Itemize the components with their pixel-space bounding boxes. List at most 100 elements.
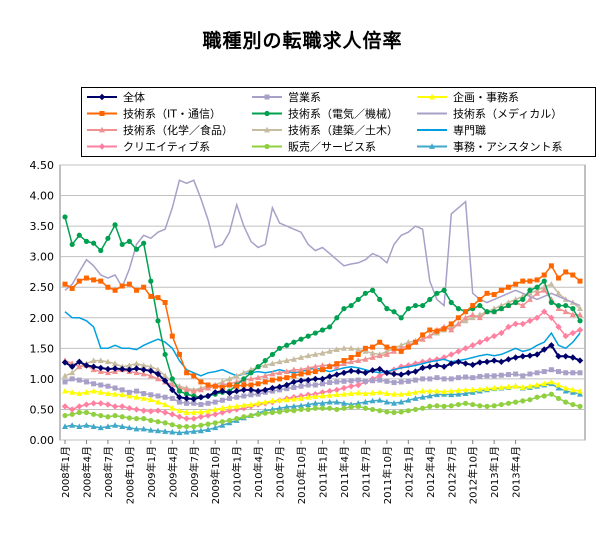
data-point: [420, 376, 426, 382]
data-point: [484, 385, 491, 392]
data-point: [462, 314, 469, 321]
data-point: [355, 346, 362, 352]
legend-swatch-marker: [429, 93, 435, 100]
data-point: [405, 408, 411, 414]
data-point: [505, 284, 511, 290]
data-point: [477, 403, 483, 409]
data-point: [191, 400, 197, 406]
data-point: [548, 280, 555, 287]
data-point: [212, 399, 218, 405]
data-point: [312, 330, 318, 336]
data-point: [319, 362, 326, 368]
data-point: [161, 409, 169, 416]
data-point: [419, 387, 426, 394]
data-point: [276, 369, 283, 376]
data-point: [141, 416, 147, 422]
data-point: [255, 411, 261, 417]
data-point: [490, 332, 498, 340]
data-point: [69, 422, 76, 428]
data-point: [262, 398, 269, 405]
data-point: [68, 363, 76, 370]
data-point: [262, 372, 269, 379]
data-point: [255, 364, 261, 370]
data-point: [455, 401, 462, 408]
data-point: [133, 360, 140, 367]
data-point: [555, 381, 562, 388]
data-point: [548, 391, 554, 397]
data-point: [111, 403, 119, 410]
data-point: [419, 335, 426, 342]
data-point: [155, 295, 161, 301]
data-point: [412, 395, 419, 401]
data-point: [577, 318, 583, 324]
data-point: [463, 374, 469, 380]
data-point: [105, 235, 111, 241]
data-point: [254, 387, 262, 395]
data-point: [248, 370, 254, 376]
data-point: [219, 397, 225, 403]
data-point: [541, 287, 548, 293]
legend-item: 技術系（電気／機械）: [252, 107, 398, 121]
data-point: [391, 309, 397, 315]
y-tick-label: 1.00: [30, 373, 55, 386]
legend-swatch-marker: [264, 94, 270, 100]
data-point: [434, 290, 440, 296]
data-point: [377, 296, 383, 303]
data-point: [83, 401, 90, 408]
data-point: [147, 408, 155, 415]
data-point: [526, 317, 534, 325]
data-point: [162, 372, 169, 379]
data-point: [498, 401, 504, 408]
data-point: [148, 417, 154, 424]
data-point: [520, 398, 526, 404]
data-point: [340, 360, 347, 367]
data-point: [234, 394, 240, 400]
data-point: [291, 339, 297, 345]
data-point: [262, 379, 268, 385]
data-point: [134, 287, 140, 293]
data-point: [383, 348, 390, 354]
data-point: [563, 399, 569, 405]
data-point: [534, 290, 541, 296]
data-point: [184, 400, 190, 406]
data-point: [112, 390, 119, 397]
data-point: [448, 391, 455, 398]
data-point: [484, 290, 490, 296]
data-point: [327, 324, 333, 330]
data-point: [98, 247, 104, 254]
data-point: [570, 306, 576, 312]
data-point: [548, 342, 555, 349]
data-point: [340, 345, 347, 351]
data-point: [397, 371, 405, 378]
data-point: [533, 351, 541, 358]
data-point: [520, 296, 526, 303]
data-point: [248, 392, 254, 398]
data-point: [455, 315, 461, 321]
data-point: [383, 351, 390, 357]
data-point: [455, 306, 462, 312]
data-point: [319, 400, 326, 406]
data-point: [569, 354, 577, 361]
x-tick-label: 2012年1月: [402, 446, 415, 498]
data-point: [133, 369, 140, 376]
data-point: [76, 377, 82, 383]
data-point: [469, 311, 476, 318]
data-point: [62, 379, 68, 385]
data-point: [577, 403, 583, 409]
data-point: [448, 360, 455, 367]
data-point: [276, 358, 283, 365]
series-3: [62, 263, 583, 390]
data-point: [448, 387, 455, 394]
data-point: [255, 400, 262, 406]
data-point: [491, 384, 498, 391]
data-point: [527, 397, 533, 403]
data-point: [562, 387, 569, 394]
series-4: [62, 214, 583, 400]
data-point: [484, 373, 490, 379]
data-point: [291, 408, 297, 414]
data-point: [369, 406, 376, 413]
legend-item: 企画・事務系: [417, 90, 519, 104]
data-point: [241, 382, 247, 388]
data-point: [541, 393, 547, 399]
data-point: [427, 327, 433, 333]
